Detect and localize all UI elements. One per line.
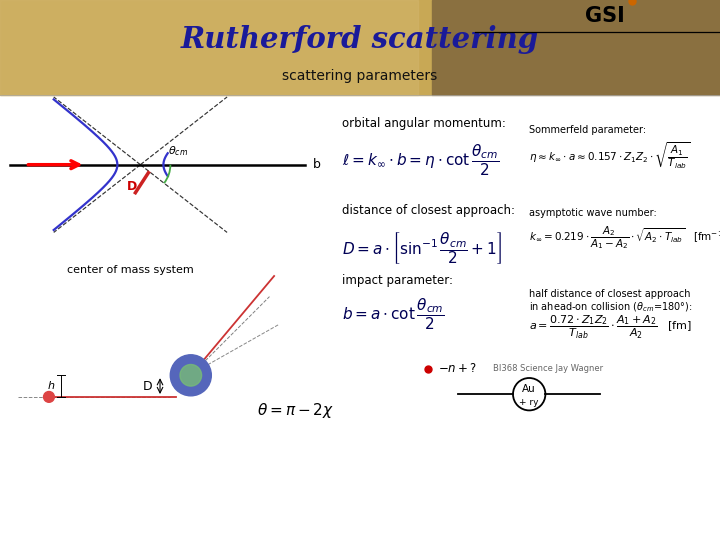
Text: distance of closest approach:: distance of closest approach:: [342, 204, 515, 217]
Text: $k_\infty = 0.219 \cdot \dfrac{A_2}{A_1 - A_2} \cdot \sqrt{A_2 \cdot T_{lab}}$  : $k_\infty = 0.219 \cdot \dfrac{A_2}{A_1 …: [529, 224, 720, 251]
Text: Sommerfeld parameter:: Sommerfeld parameter:: [529, 125, 647, 134]
Text: in ahead-on collision ($\theta_{cm}$=180°):: in ahead-on collision ($\theta_{cm}$=180…: [529, 300, 693, 314]
Text: Rutherford scattering: Rutherford scattering: [181, 25, 539, 54]
Text: $\eta \approx k_\infty \cdot a \approx 0.157 \cdot Z_1 Z_2 \cdot \sqrt{\dfrac{A_: $\eta \approx k_\infty \cdot a \approx 0…: [529, 140, 690, 171]
Text: Au: Au: [522, 384, 536, 394]
Circle shape: [44, 392, 55, 402]
Bar: [0, 0, 418, 94]
Text: scattering parameters: scattering parameters: [282, 69, 438, 83]
Text: $a = \dfrac{0.72 \cdot Z_1 Z_2}{T_{lab}} \cdot \dfrac{A_1 + A_2}{A_2}$   [fm]: $a = \dfrac{0.72 \cdot Z_1 Z_2}{T_{lab}}…: [529, 314, 693, 341]
Text: half distance of closest approach: half distance of closest approach: [529, 289, 690, 299]
Text: GSI: GSI: [585, 6, 625, 26]
Text: D: D: [127, 180, 137, 193]
Bar: [432, 0, 720, 94]
Text: $\theta_{cm}$: $\theta_{cm}$: [168, 144, 189, 158]
Bar: [0, 0, 432, 94]
Text: b: b: [312, 158, 320, 171]
Text: $D = a \cdot \left[\sin^{-1}\dfrac{\theta_{cm}}{2} + 1\right]$: $D = a \cdot \left[\sin^{-1}\dfrac{\thet…: [342, 230, 502, 266]
Text: center of mass system: center of mass system: [67, 265, 194, 275]
Circle shape: [170, 355, 212, 396]
Text: D: D: [143, 380, 153, 393]
Text: $\theta = \pi - 2\chi$: $\theta = \pi - 2\chi$: [256, 401, 334, 420]
Text: $-\mathit{n}+?$: $-\mathit{n}+?$: [438, 362, 477, 375]
Text: h: h: [48, 381, 55, 391]
Text: $b = a \cdot \cot \dfrac{\theta_{cm}}{2}$: $b = a \cdot \cot \dfrac{\theta_{cm}}{2}…: [342, 296, 445, 332]
Text: BI368 Science Jay Wagner: BI368 Science Jay Wagner: [493, 364, 603, 373]
Text: + ry: + ry: [519, 397, 539, 407]
Text: orbital angular momentum:: orbital angular momentum:: [342, 117, 506, 130]
Circle shape: [180, 364, 202, 386]
Text: $\ell = k_\infty \cdot b = \eta \cdot \cot \dfrac{\theta_{cm}}{2}$: $\ell = k_\infty \cdot b = \eta \cdot \c…: [342, 142, 499, 178]
Text: asymptotic wave number:: asymptotic wave number:: [529, 208, 657, 218]
Text: impact parameter:: impact parameter:: [342, 274, 453, 287]
